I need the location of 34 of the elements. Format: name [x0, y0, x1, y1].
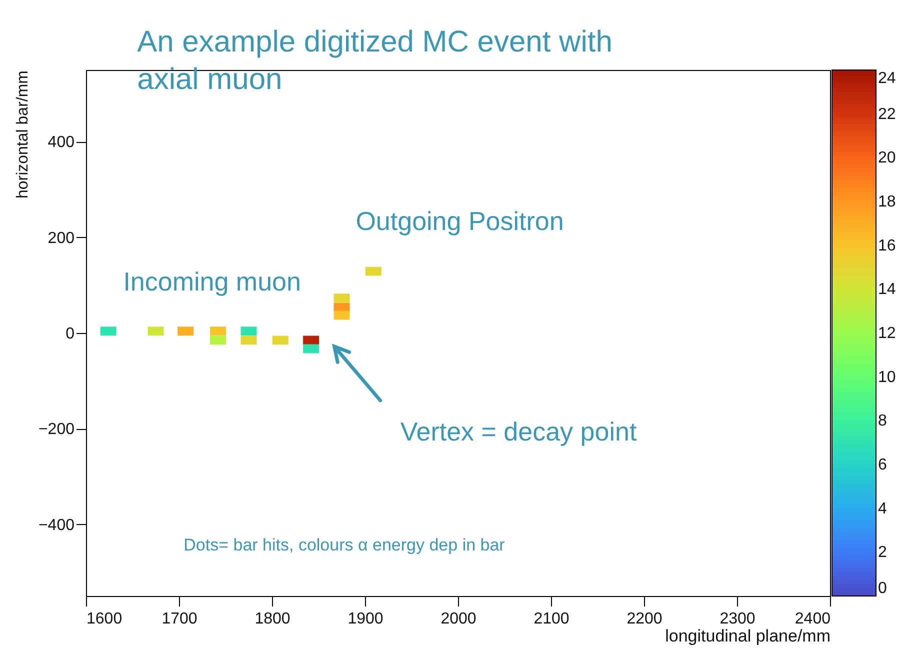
x-tick-label: 2100 — [534, 610, 570, 628]
color-bar-label: 2 — [878, 544, 887, 562]
x-tick-label: 1800 — [254, 610, 290, 628]
x-tick-label: 1600 — [86, 610, 122, 628]
color-bar-label: 14 — [878, 281, 896, 298]
x-tick-label: 2400 — [794, 610, 831, 628]
color-bar-label: 4 — [878, 500, 887, 518]
x-tick-label: 1700 — [162, 610, 198, 628]
y-tick-label: 400 — [48, 134, 75, 152]
y-axis-title: horizontal bar/mm — [14, 70, 32, 199]
x-axis-title: longitudinal plane/mm — [665, 626, 830, 646]
annotation: Outgoing Positron — [356, 206, 564, 236]
annotation: Incoming muon — [123, 266, 301, 296]
x-tick-label: 1900 — [348, 610, 384, 628]
color-bar-label: 6 — [878, 456, 887, 474]
x-tick-label: 2200 — [626, 610, 662, 628]
color-bar-label: 20 — [878, 150, 896, 167]
color-bar-label: 16 — [878, 237, 896, 254]
color-bar-label: 12 — [878, 325, 896, 342]
y-tick-label: 0 — [66, 326, 75, 342]
color-bar-label: 18 — [878, 194, 896, 210]
color-bar-label: 10 — [878, 368, 896, 386]
color-bar-label: 0 — [878, 580, 887, 597]
x-tick-label: 2300 — [720, 610, 756, 628]
annotation: Dots= bar hits, colours α energy dep in bar — [184, 535, 506, 554]
color-bar-label: 8 — [878, 412, 887, 430]
color-bar-label: 22 — [878, 106, 896, 123]
color-bar-label: 24 — [878, 70, 896, 87]
y-tick-label: 200 — [48, 230, 75, 247]
y-tick-label: −200 — [38, 421, 75, 438]
y-tick-label: −400 — [38, 516, 75, 534]
annotation: Vertex = decay point — [400, 416, 638, 446]
chart-title: An example digitized MC event with axial muon — [137, 25, 612, 96]
x-tick-label: 2000 — [440, 610, 476, 628]
